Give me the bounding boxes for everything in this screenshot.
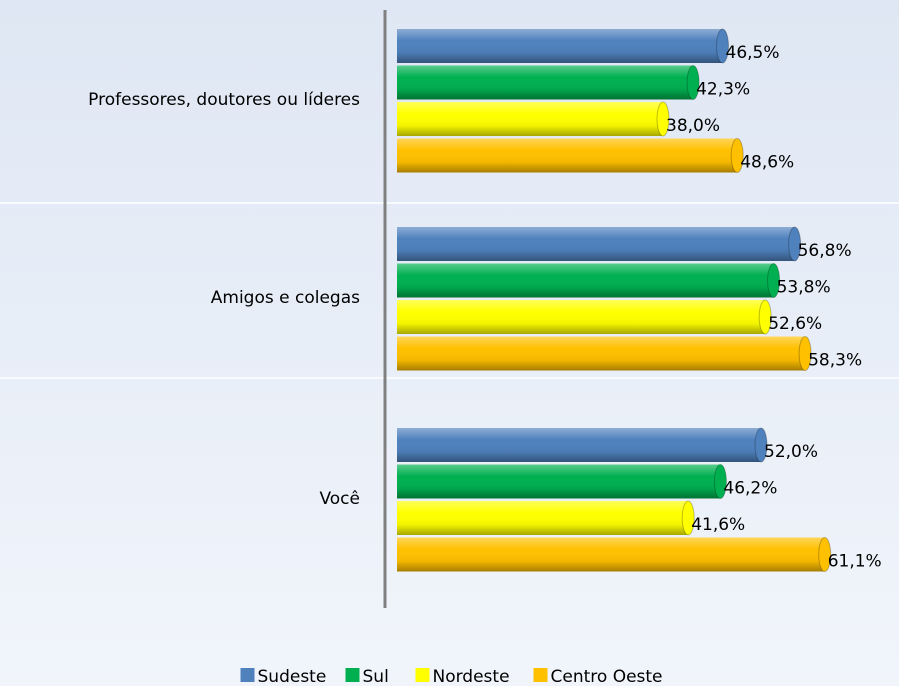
value-label: 53,8% xyxy=(777,278,831,298)
bar-cap xyxy=(754,427,768,463)
category-label: Você xyxy=(319,489,360,509)
bar-cap xyxy=(716,28,729,64)
bar-cap xyxy=(767,263,781,298)
legend-swatch xyxy=(533,668,548,682)
bar-shade xyxy=(397,300,766,334)
bar-cap xyxy=(681,500,695,536)
legend-swatch xyxy=(240,668,255,682)
value-label: 42,3% xyxy=(696,80,750,100)
legend-swatch xyxy=(345,668,360,682)
bar-cap xyxy=(656,101,670,137)
bar-cap xyxy=(758,299,772,335)
category-label: Professores, doutores ou líderes xyxy=(88,90,360,110)
bar-shade xyxy=(397,29,723,63)
legend-label: Sudeste xyxy=(258,667,327,686)
bar-shade xyxy=(397,336,806,371)
category-label: Amigos e colegas xyxy=(211,288,360,308)
value-label: 48,6% xyxy=(740,153,794,173)
legend-label: Nordeste xyxy=(433,667,510,686)
bar-cap xyxy=(798,336,812,371)
legend-swatch xyxy=(415,668,430,682)
value-label: 38,0% xyxy=(666,116,720,136)
bar-shade xyxy=(397,428,761,462)
bar-shade xyxy=(397,138,738,173)
bar-shade xyxy=(397,102,663,136)
bar-cap xyxy=(730,138,744,173)
value-label: 61,1% xyxy=(828,552,882,572)
value-label: 46,5% xyxy=(726,43,780,63)
bar-cap xyxy=(713,464,727,499)
value-label: 58,3% xyxy=(808,351,862,371)
bar-cap xyxy=(788,226,802,262)
bar-shade xyxy=(397,501,689,535)
bar-shade xyxy=(397,537,825,572)
legend-label: Centro Oeste xyxy=(551,667,663,686)
value-label: 41,6% xyxy=(691,515,745,535)
bar-cap xyxy=(686,65,700,100)
value-label: 52,6% xyxy=(768,314,822,334)
bar-shade xyxy=(397,263,774,298)
value-label: 46,2% xyxy=(723,479,777,499)
value-label: 52,0% xyxy=(764,442,818,462)
bar-shade xyxy=(397,464,721,499)
bar-cap xyxy=(818,537,832,572)
bar-shade xyxy=(397,65,694,100)
legend-label: Sul xyxy=(363,667,389,686)
value-label: 56,8% xyxy=(798,241,852,261)
bar-shade xyxy=(397,227,795,261)
